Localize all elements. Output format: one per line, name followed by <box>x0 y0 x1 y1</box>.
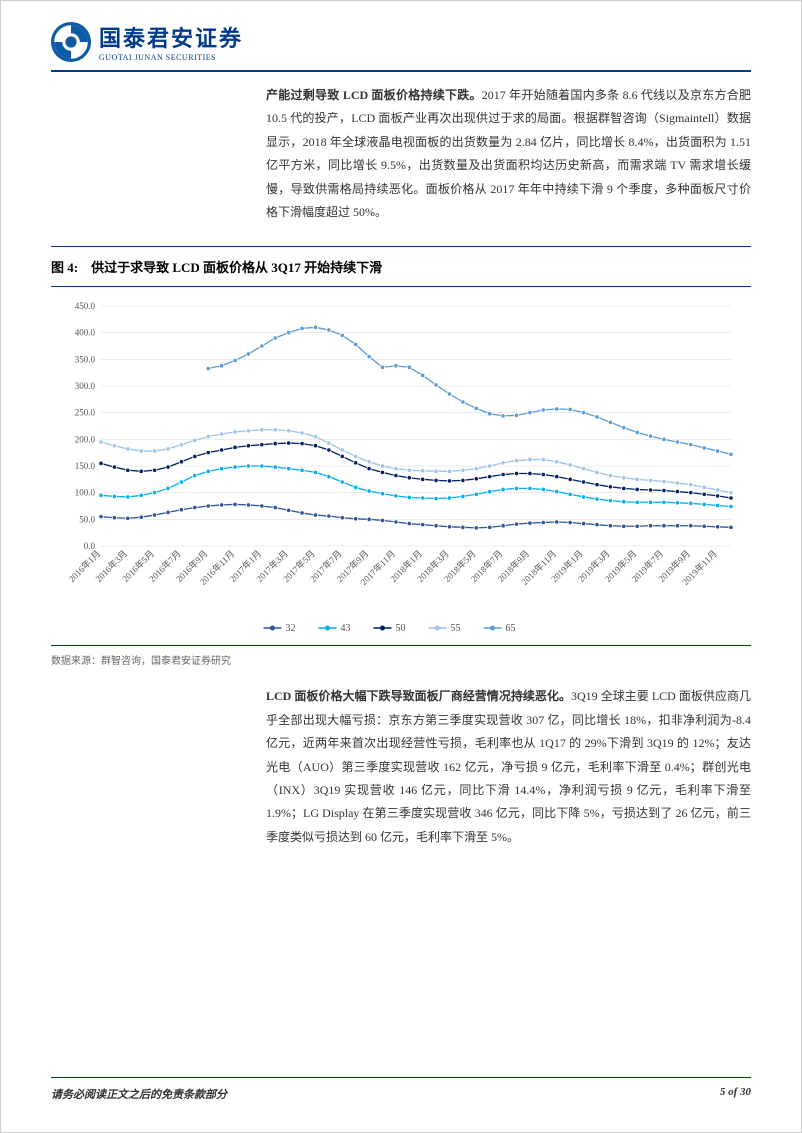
footer-page-number: 5 of 30 <box>720 1086 751 1102</box>
company-logo-icon <box>51 22 91 62</box>
figure-label: 图 4: <box>51 260 78 275</box>
svg-text:450.0: 450.0 <box>75 301 96 311</box>
figure-title: 图 4: 供过于求导致 LCD 面板价格从 3Q17 开始持续下滑 <box>51 246 751 276</box>
svg-text:55: 55 <box>451 623 461 634</box>
paragraph-1-body: 2017 年开始随着国内多条 8.6 代线以及京东方合肥 10.5 代的投产，L… <box>266 88 751 219</box>
paragraph-2: LCD 面板价格大幅下跌导致面板厂商经营情况持续恶化。3Q19 全球主要 LCD… <box>266 685 751 849</box>
page-footer: 请务必阅读正文之后的免责条款部分 5 of 30 <box>51 1077 751 1102</box>
paragraph-1: 产能过剩导致 LCD 面板价格持续下跌。2017 年开始随着国内多条 8.6 代… <box>266 84 751 224</box>
svg-text:43: 43 <box>341 623 351 634</box>
paragraph-2-body: 3Q19 全球主要 LCD 面板供应商几乎全部出现大幅亏损：京东方第三季度实现营… <box>266 689 751 843</box>
data-source: 数据来源：群智咨询，国泰君安证券研究 <box>51 652 751 667</box>
logo-block: 国泰君安证券 GUOTAI JUNAN SECURITIES <box>51 21 243 62</box>
svg-text:200.0: 200.0 <box>75 435 96 445</box>
page-header: 国泰君安证券 GUOTAI JUNAN SECURITIES <box>51 1 751 72</box>
svg-text:50: 50 <box>396 623 406 634</box>
company-name-en: GUOTAI JUNAN SECURITIES <box>99 53 243 62</box>
figure-4-section: 图 4: 供过于求导致 LCD 面板价格从 3Q17 开始持续下滑 0.050.… <box>51 246 751 667</box>
svg-text:32: 32 <box>286 623 296 634</box>
paragraph-1-lead: 产能过剩导致 LCD 面板价格持续下跌。 <box>266 88 482 102</box>
svg-text:100.0: 100.0 <box>75 488 96 498</box>
footer-disclaimer: 请务必阅读正文之后的免责条款部分 <box>51 1086 227 1102</box>
svg-text:150.0: 150.0 <box>75 461 96 471</box>
svg-text:50.0: 50.0 <box>79 515 95 525</box>
company-name-cn: 国泰君安证券 <box>99 21 243 53</box>
figure-title-text: 供过于求导致 LCD 面板价格从 3Q17 开始持续下滑 <box>91 260 382 275</box>
chart-svg: 0.050.0100.0150.0200.0250.0300.0350.0400… <box>51 295 751 637</box>
svg-text:250.0: 250.0 <box>75 408 96 418</box>
svg-text:400.0: 400.0 <box>75 328 96 338</box>
svg-text:350.0: 350.0 <box>75 355 96 365</box>
logo-text: 国泰君安证券 GUOTAI JUNAN SECURITIES <box>99 21 243 62</box>
line-chart: 0.050.0100.0150.0200.0250.0300.0350.0400… <box>51 286 751 646</box>
paragraph-2-lead: LCD 面板价格大幅下跌导致面板厂商经营情况持续恶化。 <box>266 689 571 703</box>
svg-text:65: 65 <box>506 623 516 634</box>
svg-text:300.0: 300.0 <box>75 381 96 391</box>
